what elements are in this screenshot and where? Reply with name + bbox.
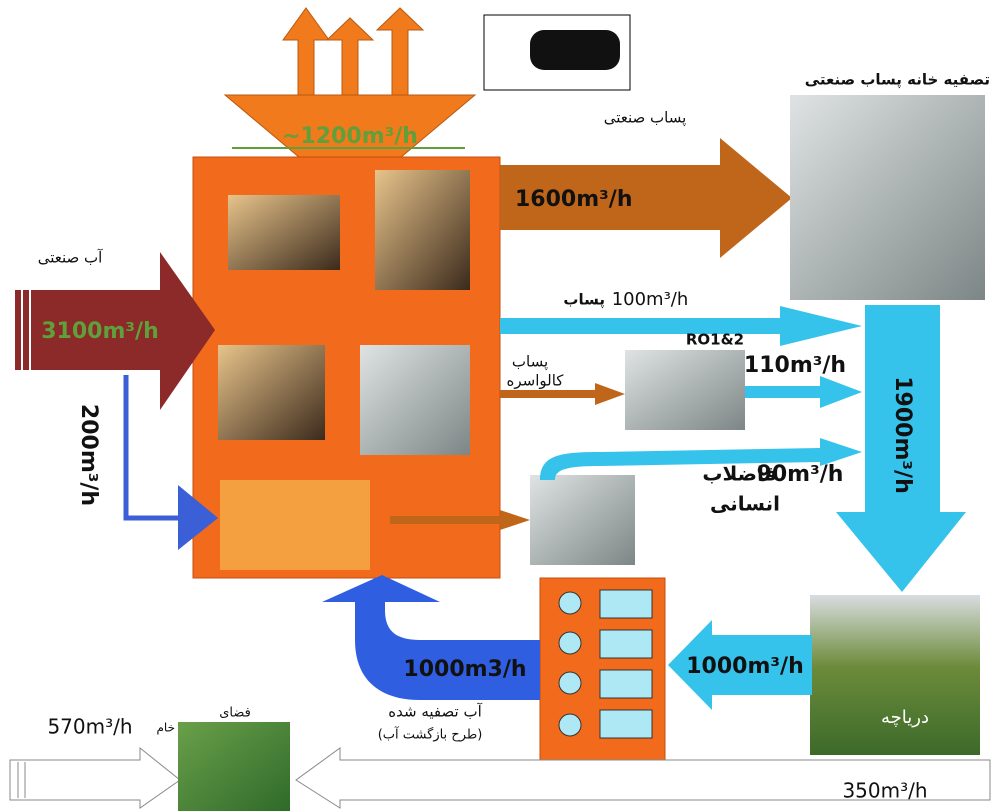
photo [375,170,470,290]
tank [600,710,652,738]
label: آب صنعتی [38,249,103,267]
photo [530,475,635,565]
label: پساب صنعتی [604,109,687,128]
photo [790,95,985,300]
label: دریاچه [881,707,929,728]
arrow [745,376,862,408]
label: پساب [512,353,548,372]
diagram: ~1200m³/h پساب صنعتی 1600m³/h تصفیه خانه… [0,0,996,811]
label: کالواسره [507,372,565,390]
flow-label: 570m³/h [47,715,132,739]
photo [810,595,980,755]
label: فاضلاب [702,462,777,486]
exhaust-flow: ~1200m³/h [282,124,418,149]
arrow [10,748,180,808]
arrow [327,18,373,95]
flow-label: 110m³/h [744,353,846,378]
arrow [283,8,329,95]
tank [600,630,652,658]
arrow [377,8,423,95]
photo [178,722,290,811]
tank [600,670,652,698]
filter-unit [540,578,665,760]
flow-label: 200m³/h [76,404,101,506]
tank [600,590,652,618]
label: پساب [563,291,605,310]
label: (طرح بازگشت آب) [378,726,483,743]
flow-label: 3100m³/h [41,319,159,344]
label: فضای [219,706,251,721]
illustration [220,480,370,570]
arrow [500,306,862,346]
valve [559,714,581,736]
valve [559,632,581,654]
photo [360,345,470,455]
label: تصفیه خانه پساب صنعتی [805,71,990,90]
label: خام [156,721,175,735]
label: آب تصفیه شده [388,703,482,721]
flow-label: 350m³/h [842,779,927,803]
flow-label: 1600m³/h [515,187,633,212]
logo [484,15,630,90]
photo [228,195,340,270]
photo [625,350,745,430]
photo [218,345,325,440]
label: انسانی [710,492,780,516]
flow-label: 1000m³/h [686,654,804,679]
branch-line [126,375,180,518]
valve [559,592,581,614]
logo-mark [530,30,620,70]
flow-label: 1000m3/h [403,657,526,682]
flow-label: 100m³/h [612,289,689,310]
valve [559,672,581,694]
flow-label: 1900m³/h [890,376,915,494]
label: RO1&2 [686,331,744,349]
